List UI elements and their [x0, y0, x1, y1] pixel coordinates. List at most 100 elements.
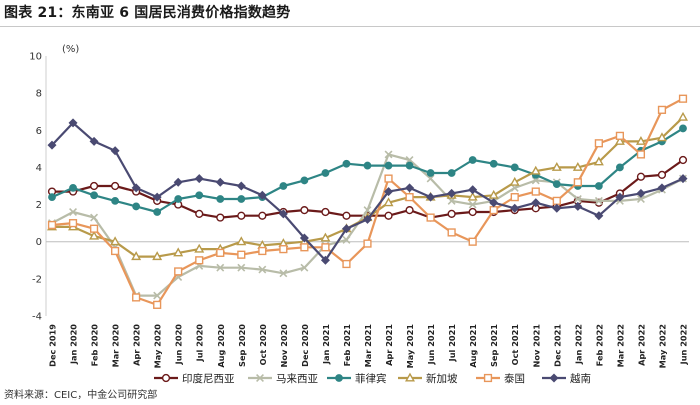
x-tick-label: Mar 2021	[363, 324, 373, 368]
data-point	[426, 213, 435, 222]
legend-label: 新加坡	[426, 372, 458, 385]
data-point	[405, 372, 415, 382]
data-point	[447, 169, 456, 177]
data-point	[594, 196, 603, 205]
data-point	[530, 165, 541, 175]
x-tick-label: Jun 2020	[174, 324, 184, 366]
data-point	[468, 237, 477, 246]
x-tick-label: Dec 2020	[300, 324, 310, 367]
source-note: 资料来源：CEIC，中金公司研究部	[4, 390, 158, 401]
data-point	[300, 243, 309, 252]
x-tick-label: Sep 2020	[237, 324, 247, 367]
data-point	[572, 161, 583, 171]
x-tick-label: Mar 2022	[615, 324, 625, 367]
legend: 印度尼西亚 马来西亚 菲律宾 新加坡 泰国 越南	[154, 372, 591, 385]
data-point	[573, 178, 582, 187]
data-point	[110, 246, 120, 256]
data-point	[636, 195, 645, 203]
data-point	[47, 220, 57, 230]
y-tick-label: -4	[32, 312, 42, 323]
data-point	[384, 150, 393, 159]
data-point	[215, 177, 225, 187]
data-point	[279, 245, 288, 254]
data-point	[363, 206, 372, 215]
series-line	[51, 153, 684, 297]
data-point	[236, 181, 246, 191]
data-point	[258, 211, 267, 220]
x-tick-label: Apr 2022	[636, 324, 646, 366]
data-point	[679, 124, 687, 133]
data-point	[510, 193, 519, 202]
data-point	[216, 195, 225, 203]
data-point	[321, 207, 330, 217]
data-point	[258, 246, 267, 256]
data-point	[110, 236, 121, 246]
data-point	[510, 163, 519, 172]
data-point	[467, 191, 478, 201]
data-point	[447, 209, 456, 218]
data-point	[89, 224, 99, 233]
data-point	[509, 176, 520, 186]
data-point	[405, 193, 414, 202]
data-point	[426, 169, 435, 177]
data-point	[426, 174, 435, 183]
data-point	[173, 247, 184, 257]
data-point	[195, 209, 204, 218]
legend-item: 马来西亚	[248, 373, 318, 385]
data-point	[552, 196, 561, 205]
data-point	[216, 213, 225, 222]
data-point	[405, 161, 414, 170]
data-point	[321, 169, 330, 177]
data-point	[489, 198, 499, 208]
legend-item: 新加坡	[398, 372, 458, 385]
data-point	[549, 373, 559, 383]
data-point	[89, 230, 100, 240]
x-tick-label: Apr 2021	[384, 324, 394, 366]
y-axis-unit-label: (%)	[62, 44, 79, 55]
data-point	[279, 269, 288, 278]
legend-item: 菲律宾	[327, 372, 387, 385]
data-point	[335, 374, 343, 382]
x-tick-label: May 2022	[657, 324, 667, 368]
data-point	[152, 192, 162, 202]
data-point	[68, 219, 78, 228]
data-point	[384, 187, 394, 197]
data-point	[174, 267, 183, 276]
data-point	[300, 206, 309, 215]
figure-title: 图表 21：东南亚 6 国居民消费价格指数趋势	[4, 5, 291, 21]
data-point	[616, 163, 624, 172]
data-point	[89, 136, 99, 146]
y-tick-label: 4	[36, 163, 42, 174]
x-tick-label: Apr 2020	[132, 324, 142, 366]
data-point	[551, 161, 562, 171]
data-point	[153, 208, 162, 216]
data-point	[363, 161, 372, 170]
data-point	[594, 211, 604, 221]
data-point	[279, 182, 288, 190]
data-point	[405, 206, 414, 215]
x-tick-label: Feb 2022	[594, 324, 604, 366]
x-tick-label: Aug 2021	[468, 324, 478, 368]
data-point	[489, 206, 498, 215]
data-point	[300, 263, 309, 272]
y-tick-label: 2	[36, 200, 42, 211]
data-point	[257, 190, 267, 200]
data-point	[90, 213, 99, 222]
data-point	[657, 170, 667, 179]
y-tick-label: 10	[29, 52, 42, 63]
data-point	[320, 255, 330, 265]
data-point	[573, 201, 583, 211]
data-point	[593, 156, 604, 166]
data-point	[89, 181, 99, 191]
data-point	[678, 174, 688, 184]
x-tick-label: Jan 2022	[573, 324, 583, 365]
data-point	[447, 228, 456, 237]
data-point	[69, 183, 77, 192]
data-point	[195, 256, 204, 265]
data-point	[342, 211, 351, 220]
data-point	[594, 182, 603, 190]
data-point	[194, 243, 205, 253]
legend-label: 菲律宾	[355, 372, 387, 385]
data-point	[342, 259, 351, 269]
